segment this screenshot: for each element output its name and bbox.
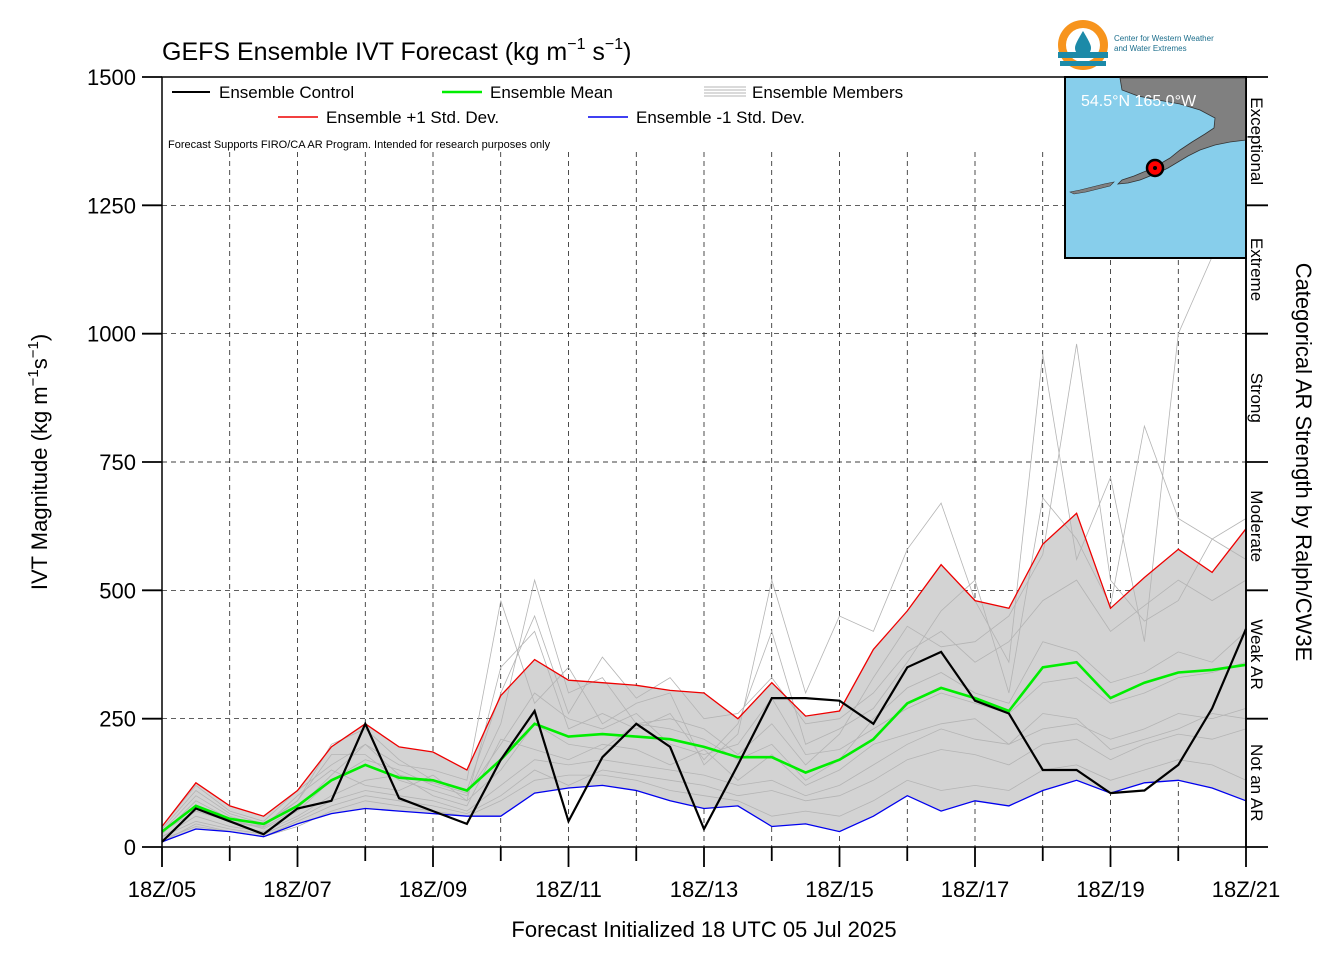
x-tick-label-7: 18Z/19 xyxy=(1076,877,1145,902)
right-axis-label: Categorical AR Strength by Ralph/CW3E xyxy=(1291,263,1316,662)
chart-title: GEFS Ensemble IVT Forecast (kg m−1 s−1) xyxy=(162,36,632,66)
logo-water-band-2 xyxy=(1060,61,1106,66)
x-tick-label-1: 18Z/07 xyxy=(263,877,332,902)
ensemble-member-line-4 xyxy=(161,759,1247,840)
x-tick-label-0: 18Z/05 xyxy=(128,877,197,902)
std-dev-band xyxy=(162,513,1246,842)
inset-location-label: 54.5°N 165.0°W xyxy=(1081,93,1197,110)
location-marker-center xyxy=(1153,166,1157,170)
legend-swatch-members xyxy=(704,86,746,97)
legend-label-minus-std: Ensemble -1 Std. Dev. xyxy=(636,108,805,127)
ensemble-member-line-2 xyxy=(161,713,1247,838)
category-label-3: Strong xyxy=(1247,373,1266,423)
ensemble-member-line-7 xyxy=(161,708,1247,838)
legend-label-plus-std: Ensemble +1 Std. Dev. xyxy=(326,108,499,127)
ensemble-members xyxy=(161,230,1247,843)
category-label-5: Exceptional xyxy=(1247,97,1266,185)
y-tick-label-0: 0 xyxy=(124,835,136,860)
logo-text-line2: and Water Extremes xyxy=(1114,44,1187,53)
category-label-4: Extreme xyxy=(1247,238,1266,301)
category-label-1: Weak AR xyxy=(1247,619,1266,690)
category-label-2: Moderate xyxy=(1247,490,1266,562)
y-axis-ticks: 0 250 500 750 1000 1250 1500 xyxy=(87,65,162,860)
y-tick-label-1250: 1250 xyxy=(87,193,136,218)
x-tick-label-5: 18Z/15 xyxy=(805,877,874,902)
x-tick-label-4: 18Z/13 xyxy=(670,877,739,902)
y-tick-label-1500: 1500 xyxy=(87,65,136,90)
legend-label-members: Ensemble Members xyxy=(752,83,903,102)
legend-label-mean: Ensemble Mean xyxy=(490,83,613,102)
category-label-0: Not an AR xyxy=(1247,744,1266,822)
x-axis-ticks: 18Z/05 18Z/07 18Z/09 18Z/11 18Z/13 18Z/15 18Z/… xyxy=(128,847,1281,902)
y-tick-label-250: 250 xyxy=(99,707,136,732)
ensemble-member-line-3 xyxy=(161,230,1247,827)
inset-land-alaska xyxy=(1116,77,1247,185)
ensemble-control-line xyxy=(161,628,1248,843)
logo-text-line1: Center for Western Weather xyxy=(1114,34,1214,43)
minus-std-line xyxy=(161,779,1247,843)
x-tick-label-6: 18Z/17 xyxy=(941,877,1010,902)
water-drop-icon xyxy=(1075,31,1091,56)
ensemble-member-line-9 xyxy=(161,728,1247,843)
category-axis: Not an AR Weak AR Moderate Strong Extreme Exc… xyxy=(1245,76,1268,848)
y-tick-label-750: 750 xyxy=(99,450,136,475)
x-tick-label-8: 18Z/21 xyxy=(1212,877,1281,902)
y-axis-label: IVT Magnitude (kg m−1s−1) xyxy=(25,334,52,590)
x-tick-label-2: 18Z/09 xyxy=(399,877,468,902)
y-tick-label-500: 500 xyxy=(99,578,136,603)
ensemble-member-line-10 xyxy=(161,661,1247,833)
inset-land-islands xyxy=(1069,181,1115,195)
legend-label-control: Ensemble Control xyxy=(219,83,354,102)
inset-map: 54.5°N 165.0°W xyxy=(1064,76,1247,259)
x-axis-label: Forecast Initialized 18 UTC 05 Jul 2025 xyxy=(511,917,896,942)
ensemble-member-line-1 xyxy=(161,424,1247,832)
research-note: Forecast Supports FIRO/CA AR Program. In… xyxy=(168,139,551,151)
cw3e-logo: Center for Western Weather and Water Ext… xyxy=(1058,20,1214,70)
x-tick-label-3: 18Z/11 xyxy=(535,877,602,902)
legend: Ensemble Control Ensemble Mean Ensemble … xyxy=(168,83,903,151)
plus-std-line xyxy=(161,512,1247,827)
y-tick-label-1000: 1000 xyxy=(87,322,136,347)
